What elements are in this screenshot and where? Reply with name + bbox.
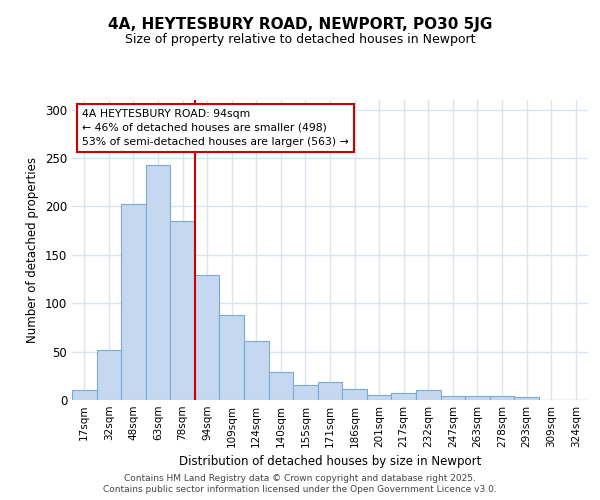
Text: Contains public sector information licensed under the Open Government Licence v3: Contains public sector information licen… [103,486,497,494]
Bar [269,372,293,400]
Bar [97,350,121,400]
Bar [440,396,465,400]
Bar [490,396,514,400]
Bar [293,384,318,400]
Bar [416,390,440,400]
Text: 4A HEYTESBURY ROAD: 94sqm
← 46% of detached houses are smaller (498)
53% of semi: 4A HEYTESBURY ROAD: 94sqm ← 46% of detac… [82,109,349,147]
X-axis label: Distribution of detached houses by size in Newport: Distribution of detached houses by size … [179,456,481,468]
Bar [170,221,195,400]
Bar [391,393,416,400]
Text: 4A, HEYTESBURY ROAD, NEWPORT, PO30 5JG: 4A, HEYTESBURY ROAD, NEWPORT, PO30 5JG [108,18,492,32]
Bar [367,395,391,400]
Bar [72,390,97,400]
Bar [342,390,367,400]
Bar [121,204,146,400]
Bar [318,382,342,400]
Bar [465,396,490,400]
Bar [146,165,170,400]
Text: Size of property relative to detached houses in Newport: Size of property relative to detached ho… [125,32,475,46]
Text: Contains HM Land Registry data © Crown copyright and database right 2025.: Contains HM Land Registry data © Crown c… [124,474,476,483]
Bar [195,275,220,400]
Bar [514,397,539,400]
Y-axis label: Number of detached properties: Number of detached properties [26,157,40,343]
Bar [244,341,269,400]
Bar [220,315,244,400]
